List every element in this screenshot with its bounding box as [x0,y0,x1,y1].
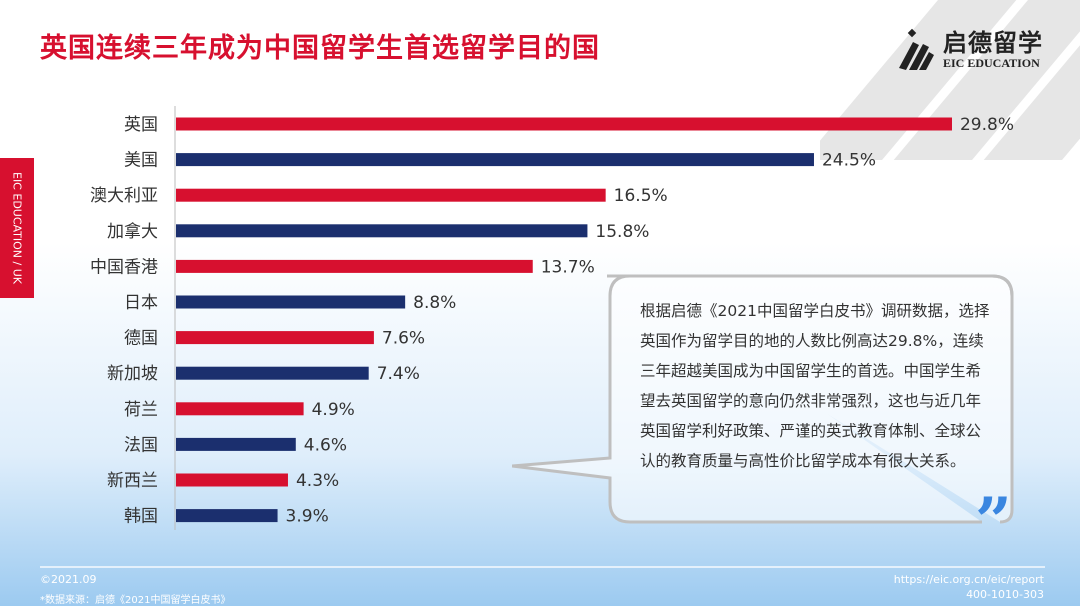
category-label: 新西兰 [107,471,158,491]
value-label: 7.4% [377,364,420,384]
footer-date: ©2021.09 [40,573,97,586]
category-label: 法国 [124,435,158,455]
category-label: 荷兰 [124,400,158,420]
callout-text: 根据启德《2021中国留学白皮书》调研数据，选择英国作为留学目的地的人数比例高达… [640,302,990,470]
value-label: 24.5% [822,151,876,171]
value-label: 3.9% [286,507,329,527]
category-label: 德国 [124,329,158,349]
footer-source: *数据来源：启德《2021中国留学白皮书》 [40,595,231,606]
category-label: 日本 [124,293,158,313]
value-label: 8.8% [413,293,456,313]
quote-mark-icon: ” [975,484,1012,559]
value-label: 13.7% [541,257,595,277]
page-title: 英国连续三年成为中国留学生首选留学目的国 [40,33,600,64]
bar [176,188,606,202]
category-label: 中国香港 [90,257,158,277]
eic-logo-icon [899,28,934,70]
bar [176,331,374,345]
bar [176,366,369,380]
bar [176,295,406,309]
footer-phone: 400-1010-303 [966,588,1044,601]
footer-url[interactable]: https://eic.org.cn/eic/report [893,573,1044,586]
bar [176,259,533,273]
value-label: 29.8% [960,115,1014,135]
logo: 启德留学 EIC EDUCATION [895,28,1043,72]
value-label: 16.5% [614,186,668,206]
bar [176,509,278,523]
logo-en: EIC EDUCATION [943,55,1040,70]
footer-divider [40,566,1045,568]
bar [176,117,952,131]
value-label: 7.6% [382,329,425,349]
bar [176,153,814,167]
logo-cn: 启德留学 [943,28,1043,57]
side-tab: EIC EDUCATION / UK [0,158,34,298]
callout-bubble [512,274,1014,524]
bar [176,473,288,487]
bar [176,437,296,451]
value-label: 15.8% [595,222,649,242]
category-label: 韩国 [124,507,158,527]
value-label: 4.9% [312,400,355,420]
category-label: 加拿大 [107,221,158,242]
category-label: 美国 [124,151,158,171]
value-label: 4.3% [296,471,339,491]
bar [176,402,304,416]
bar [176,224,588,238]
value-label: 4.6% [304,435,347,455]
category-label: 澳大利亚 [90,186,158,206]
category-label: 新加坡 [107,364,158,384]
category-label: 英国 [124,115,158,135]
